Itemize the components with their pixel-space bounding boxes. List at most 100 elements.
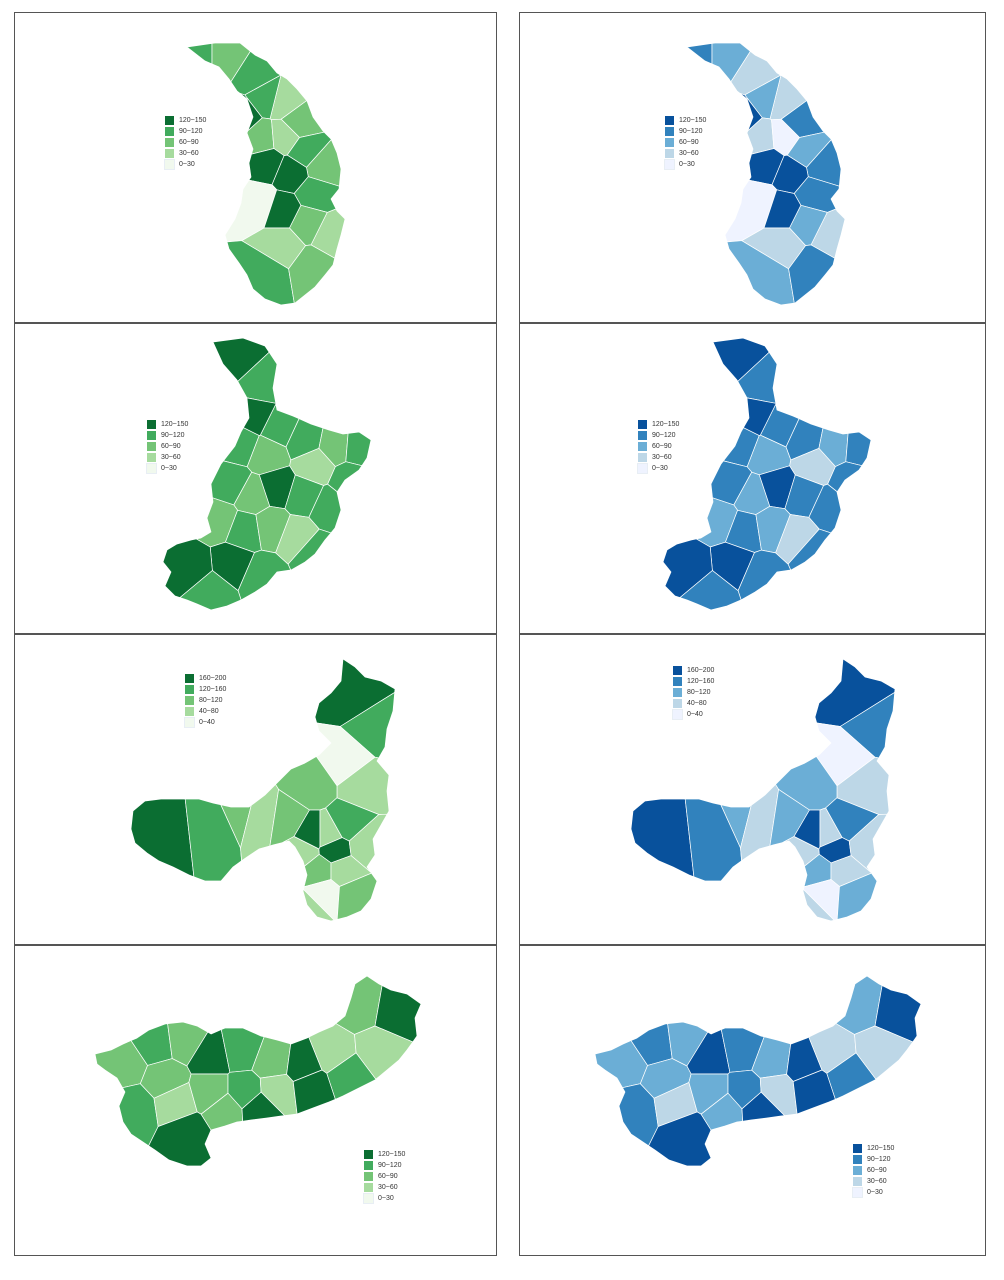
map-region	[326, 1052, 377, 1100]
legend-swatch	[363, 1193, 374, 1204]
map-region	[792, 1069, 836, 1115]
map-legend: 120~150 90~120 60~90 30~60 0~30	[363, 1149, 405, 1204]
legend-label: 0~30	[867, 1189, 883, 1196]
map-region	[200, 1092, 244, 1131]
map-region	[726, 240, 795, 306]
legend-item: 60~90	[665, 137, 706, 148]
map-panel-east-blue: 120~150 90~120 60~90 30~60 0~30	[519, 12, 986, 323]
legend-label: 60~90	[679, 139, 699, 146]
legend-swatch	[146, 463, 157, 474]
legend-label: 60~90	[179, 139, 199, 146]
legend-item: 0~30	[637, 463, 679, 474]
legend-label: 90~120	[179, 128, 203, 135]
legend-item: 30~60	[638, 452, 679, 463]
legend-label: 60~90	[867, 1167, 887, 1174]
map-region	[848, 813, 888, 873]
map-region	[226, 240, 295, 306]
legend-label: 0~30	[179, 161, 195, 168]
legend-swatch	[364, 1161, 373, 1170]
legend-item: 30~60	[665, 148, 706, 159]
legend-label: 0~30	[679, 161, 695, 168]
legend-swatch	[165, 138, 174, 147]
map-region	[630, 798, 695, 878]
legend-swatch	[672, 709, 683, 720]
legend-item: 120~150	[147, 419, 188, 430]
legend-swatch	[185, 707, 194, 716]
legend-item: 120~160	[185, 684, 226, 695]
map-region	[130, 798, 195, 878]
legend-label: 120~150	[378, 1151, 406, 1158]
map-region	[686, 43, 713, 65]
map-region	[179, 570, 242, 611]
legend-item: 120~150	[638, 419, 679, 430]
map-region	[740, 784, 779, 862]
legend-label: 90~120	[867, 1156, 891, 1163]
map-region	[292, 1069, 336, 1115]
map-region	[288, 244, 336, 304]
map-region	[662, 538, 713, 598]
legend-swatch	[673, 688, 682, 697]
legend-swatch	[364, 1183, 373, 1192]
legend-swatch	[165, 116, 174, 125]
legend-label: 60~90	[652, 443, 672, 450]
legend-item: 90~120	[638, 430, 679, 441]
legend-item: 90~120	[364, 1160, 405, 1171]
legend-item: 0~40	[672, 709, 714, 720]
legend-label: 120~150	[652, 421, 680, 428]
legend-label: 120~160	[687, 678, 715, 685]
legend-swatch	[852, 1187, 863, 1198]
legend-label: 90~120	[161, 432, 185, 439]
legend-item: 0~40	[184, 717, 226, 728]
legend-swatch	[673, 666, 682, 675]
legend-swatch	[185, 674, 194, 683]
map-legend: 160~200 120~160 80~120 40~80 0~40	[184, 673, 226, 728]
legend-item: 90~120	[165, 126, 206, 137]
legend-label: 90~120	[652, 432, 676, 439]
map-region	[259, 1073, 298, 1116]
legend-item: 120~150	[165, 115, 206, 126]
map-legend: 120~150 90~120 60~90 30~60 0~30	[852, 1143, 894, 1198]
legend-swatch	[665, 138, 674, 147]
legend-swatch	[364, 1150, 373, 1159]
legend-label: 0~30	[161, 465, 177, 472]
legend-swatch	[364, 1172, 373, 1181]
legend-swatch	[638, 420, 647, 429]
map-legend: 120~150 90~120 60~90 30~60 0~30	[164, 115, 206, 170]
legend-swatch	[638, 442, 647, 451]
legend-item: 90~120	[665, 126, 706, 137]
legend-item: 0~30	[852, 1187, 894, 1198]
map-region	[679, 570, 742, 611]
legend-swatch	[853, 1144, 862, 1153]
legend-label: 40~80	[199, 708, 219, 715]
legend-swatch	[165, 149, 174, 158]
map-region	[836, 872, 878, 920]
legend-item: 40~80	[185, 706, 226, 717]
legend-swatch	[853, 1166, 862, 1175]
legend-label: 30~60	[179, 150, 199, 157]
legend-item: 0~30	[164, 159, 206, 170]
legend-label: 30~60	[867, 1178, 887, 1185]
legend-item: 90~120	[853, 1154, 894, 1165]
legend-swatch	[147, 453, 156, 462]
map-north-green	[130, 658, 396, 922]
legend-label: 30~60	[378, 1184, 398, 1191]
map-region	[845, 431, 872, 467]
legend-label: 90~120	[378, 1162, 402, 1169]
legend-item: 30~60	[364, 1182, 405, 1193]
map-panel-south-green: 120~150 90~120 60~90 30~60 0~30	[14, 945, 497, 1256]
map-region	[302, 889, 335, 922]
legend-swatch	[164, 159, 175, 170]
map-region	[241, 1091, 285, 1122]
legend-swatch	[147, 442, 156, 451]
legend-swatch	[165, 127, 174, 136]
map-legend: 160~200 120~160 80~120 40~80 0~40	[672, 665, 715, 720]
legend-label: 60~90	[161, 443, 181, 450]
map-region	[310, 208, 346, 259]
map-east-blue	[686, 42, 846, 306]
legend-item: 30~60	[853, 1176, 894, 1187]
map-northeast-green	[162, 337, 372, 611]
legend-item: 0~30	[146, 463, 188, 474]
legend-item: 0~30	[363, 1193, 405, 1204]
legend-item: 60~90	[364, 1171, 405, 1182]
legend-item: 120~150	[364, 1149, 405, 1160]
